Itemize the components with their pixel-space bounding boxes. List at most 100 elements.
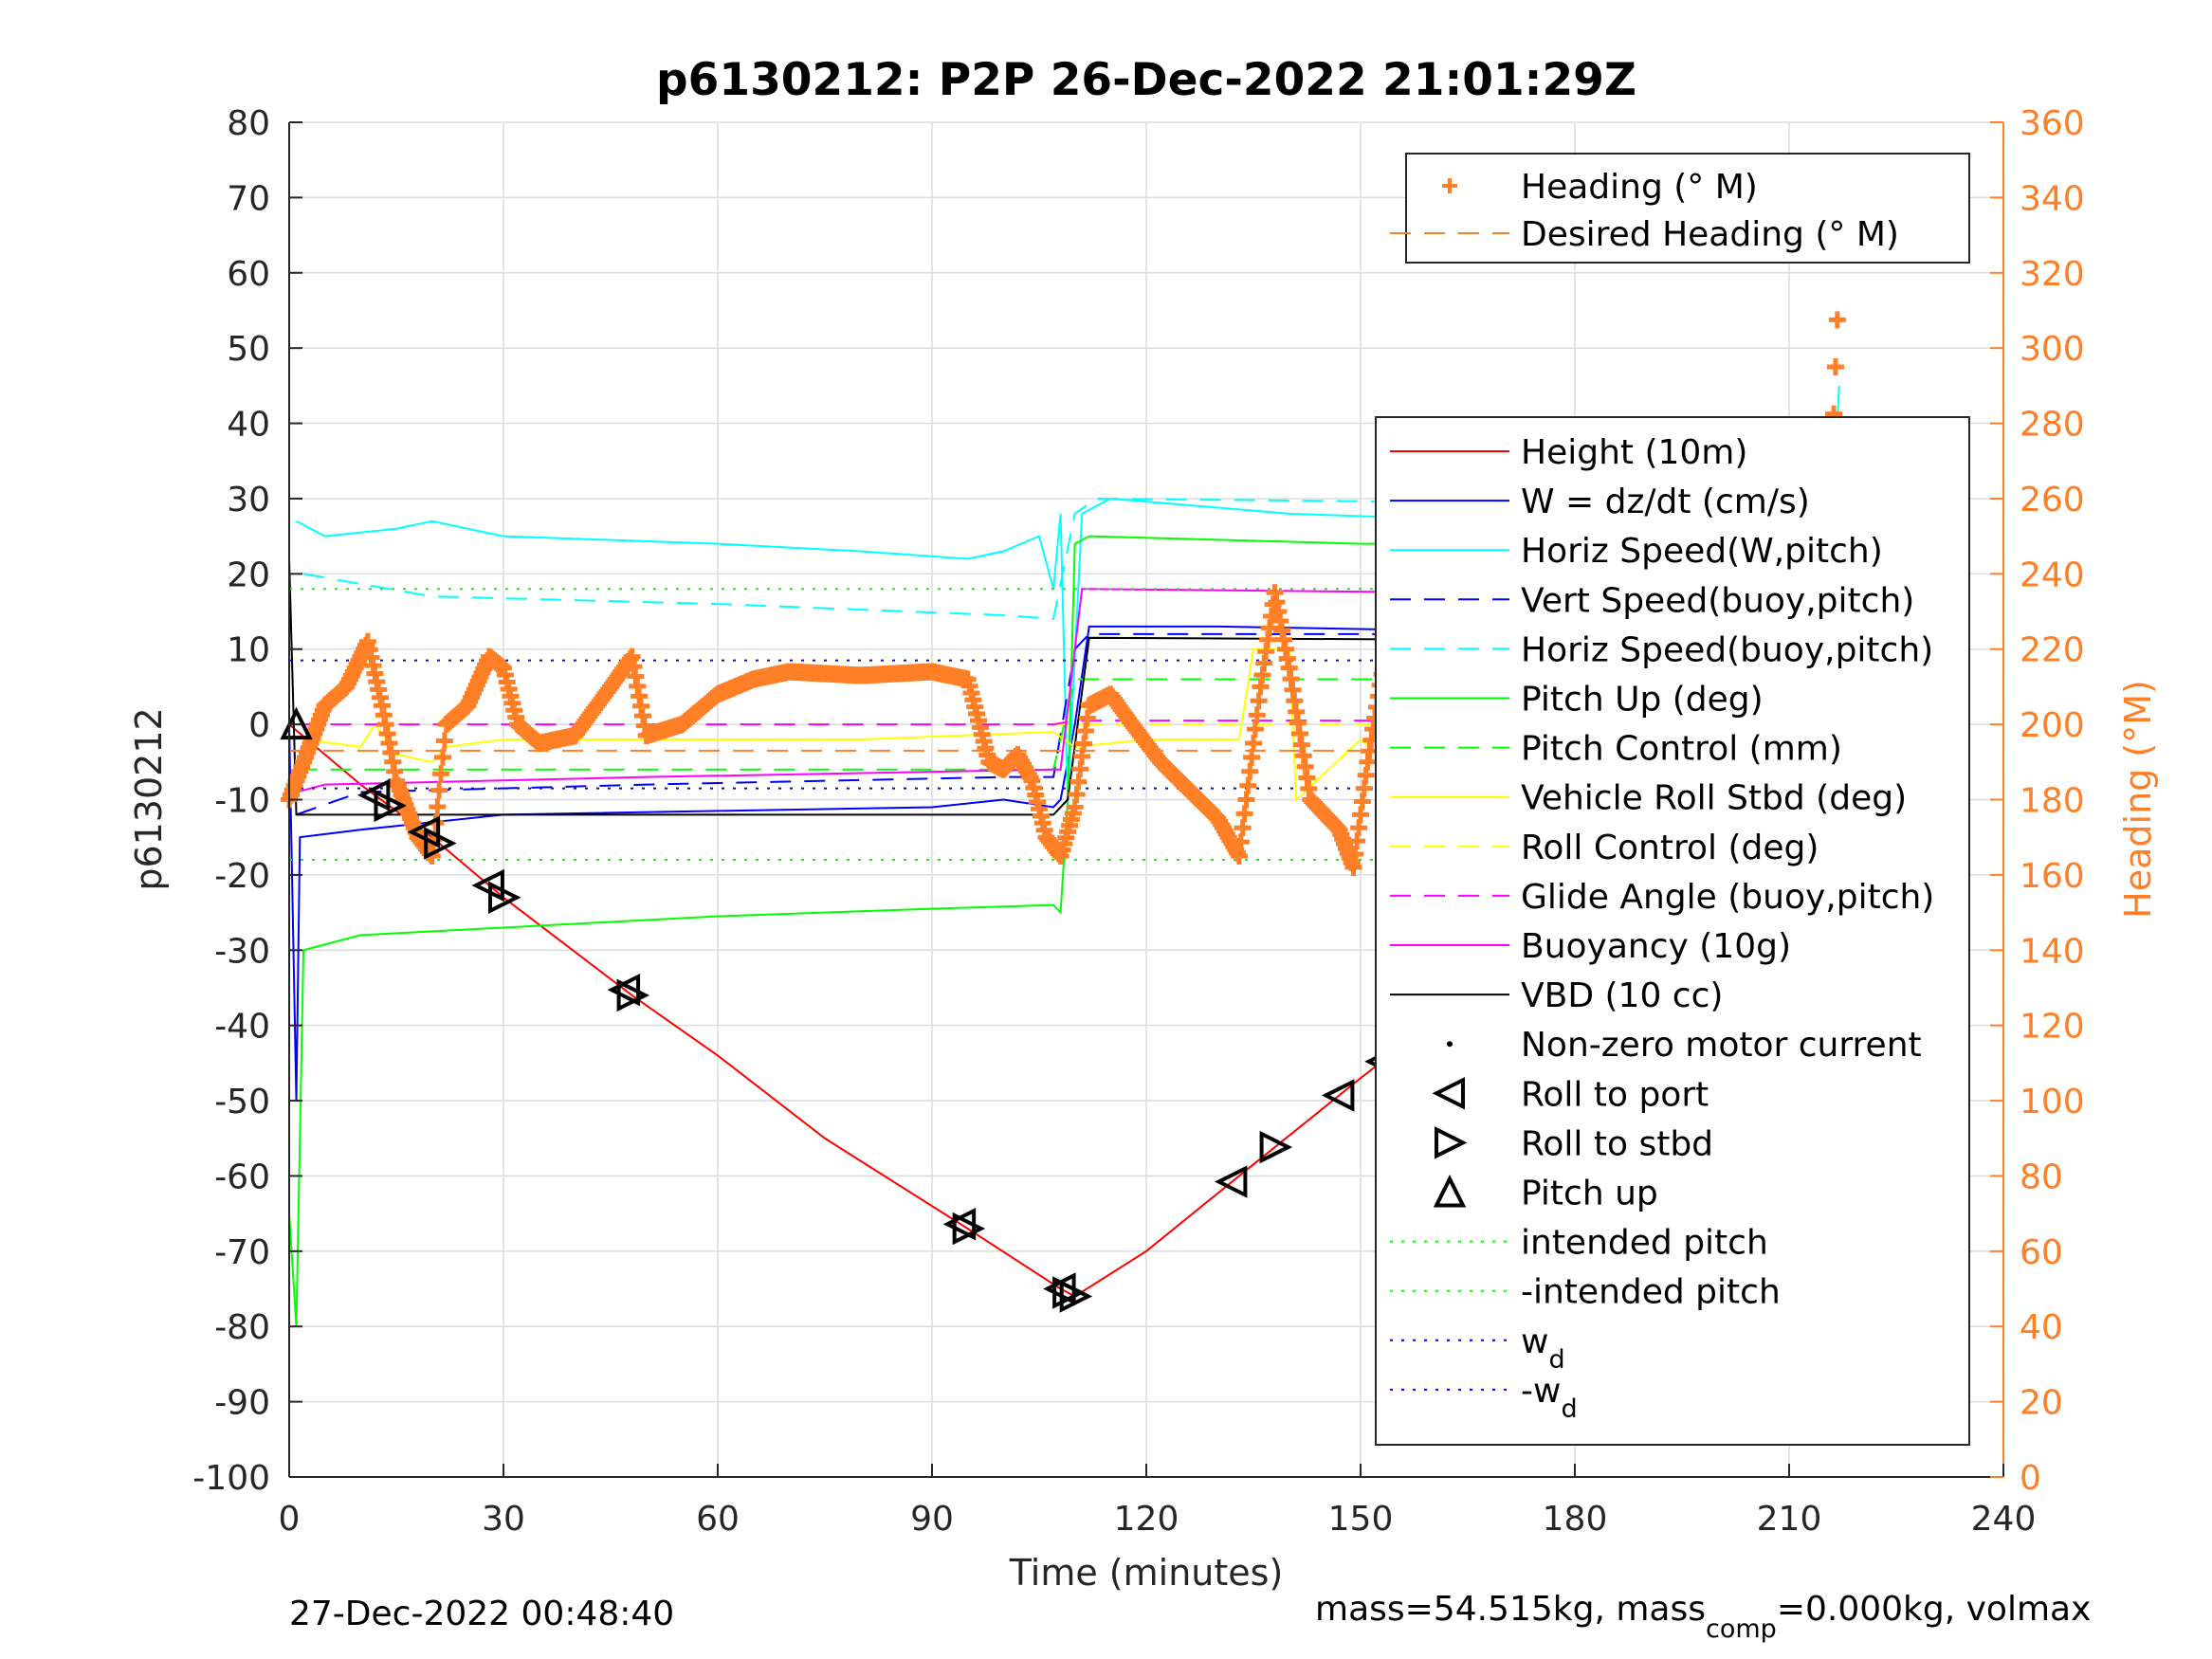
legend-label: Height (10m) [1521,433,1747,472]
y-right-tick-label: 280 [2020,406,2085,445]
y-right-tick-label: 160 [2020,857,2085,896]
legend-label: W = dz/dt (cm/s) [1521,483,1810,521]
x-tick-label: 0 [279,1500,301,1539]
y-tick-label: 0 [248,706,270,745]
legend-label-text: Roll to port [1521,1075,1709,1114]
legend-label-text: -intended pitch [1521,1273,1781,1312]
tick-labels: 0 30 60 90 120 150 180 210 24080706050403020100-… [192,104,2084,1539]
legend-heading-box [1405,153,1970,264]
legend-triangle-icon [1433,1175,1467,1208]
x-tick-label: 120 [1114,1500,1179,1539]
legend-entry: Roll to port [1432,1075,1709,1114]
legend-label-text: Roll to stbd [1521,1124,1713,1163]
roll-to-stbd-marker [952,1212,986,1246]
legend-label: Glide Angle (buoy,pitch) [1521,878,1934,917]
legend-label-text: Buoyancy (10g) [1521,927,1791,966]
legend-entry: Roll to stbd [1435,1124,1713,1163]
legend-label-sub: d [1548,1345,1564,1375]
y-tick-label: -100 [192,1459,270,1498]
x-tick-label: 60 [696,1500,740,1539]
y-right-tick-label: 60 [2020,1233,2063,1272]
x-tick-label: 30 [482,1500,525,1539]
legend-main-box [1375,416,1970,1446]
y-right-tick-label: 20 [2020,1384,2063,1423]
legend-triangle-icon [1435,1126,1468,1159]
heading-point [435,732,453,750]
heading-point [430,781,448,799]
legend-label: -wd [1521,1372,1578,1424]
legend-label-text: Roll Control (deg) [1521,829,1819,867]
legend-label: Roll Control (deg) [1521,829,1819,867]
legend-label: Pitch Control (mm) [1521,730,1842,769]
legend-label: Vert Speed(buoy,pitch) [1521,581,1914,620]
legend-label: Horiz Speed(W,pitch) [1521,532,1883,571]
roll-to-stbd-marker [374,789,407,823]
legend-label: -intended pitch [1521,1273,1781,1312]
y-tick-label: -50 [214,1083,270,1121]
legend-entry: -intended pitch [1390,1273,1781,1312]
y-axis-label: p6130212 [128,707,170,890]
legend-label: Vehicle Roll Stbd (deg) [1521,779,1907,818]
y-right-tick-label: 200 [2020,706,2085,745]
legend-label-text: W = dz/dt (cm/s) [1521,483,1810,521]
legend-label: Roll to port [1521,1075,1709,1114]
legend-label-text: Height (10m) [1521,433,1747,472]
roll-to-port-marker [1321,1079,1355,1112]
y-right-tick-label: 140 [2020,932,2085,971]
legend-label-text: Non-zero motor current [1521,1026,1922,1065]
x-tick-label: 90 [910,1500,954,1539]
legend-dot-icon [1447,1041,1453,1048]
legend-label-text: intended pitch [1521,1224,1768,1263]
legend-entry: Pitch Up (deg) [1390,681,1764,720]
legend-label-text: Pitch Control (mm) [1521,730,1842,769]
legend-entry: wd [1390,1322,1565,1375]
y-right-tick-label: 0 [2020,1459,2041,1498]
roll-to-stbd-marker [488,881,521,914]
y-right-tick-label: 300 [2020,330,2085,369]
legend-entry: Roll Control (deg) [1390,829,1819,867]
y-tick-label: 70 [227,179,270,218]
footer-timestamp: 27-Dec-2022 00:48:40 [289,1595,674,1633]
y-right-tick-label: 340 [2020,179,2085,218]
legend-entry: W = dz/dt (cm/s) [1390,483,1810,521]
y-right-tick-label: 80 [2020,1158,2063,1196]
y-tick-label: -10 [214,782,270,821]
legend-label: intended pitch [1521,1224,1768,1263]
chart-title: p6130212: P2P 26-Dec-2022 21:01:29Z [656,54,1636,106]
legend-entry: Heading (° M) [1442,168,1758,207]
legend-label: Buoyancy (10g) [1521,927,1791,966]
legend-label: Pitch up [1521,1175,1658,1213]
y-tick-label: -80 [214,1308,270,1347]
y-tick-label: -90 [214,1384,270,1423]
footer-mass-rest: =0.000kg, volmax [1777,1590,2092,1629]
y-right-tick-label: 120 [2020,1008,2085,1047]
y-tick-label: -30 [214,932,270,971]
heading-point [1828,311,1846,329]
y-tick-label: 60 [227,255,270,294]
x-axis-label: Time (minutes) [1009,1552,1284,1594]
legend-label-text: Horiz Speed(W,pitch) [1521,532,1883,571]
y-right-tick-label: 360 [2020,104,2085,143]
y-tick-label: -20 [214,857,270,896]
legend-label-text: VBD (10 cc) [1521,976,1723,1015]
roll-to-stbd-marker [1059,1280,1093,1313]
legend-label-text: Horiz Speed(buoy,pitch) [1521,630,1933,669]
heading-point [1826,358,1844,376]
series-horiz-speed-buoy-pitch- [302,497,1839,621]
legend-entry: Glide Angle (buoy,pitch) [1390,878,1934,917]
y-tick-label: -70 [214,1233,270,1272]
legend-heading: Heading (° M) Desired Heading (° M) [1390,153,1970,264]
legend-entry: -wd [1390,1372,1578,1424]
heading-point [433,748,451,766]
legend-label-text: Glide Angle (buoy,pitch) [1521,878,1934,917]
y-tick-label: 10 [227,631,270,670]
legend-plus-icon [1442,178,1457,193]
series-w-dz-dt-cm-s- [288,625,1839,1102]
legend-entry: Pitch up [1433,1175,1658,1213]
legend-entry: Height (10m) [1390,433,1747,472]
series-pitch-up-deg- [288,535,1833,1327]
footer-mass: mass=54.515kg, masscomp=0.000kg, volmax [1315,1590,2091,1644]
y-tick-label: 50 [227,330,270,369]
legend-triangle-icon [1432,1077,1465,1110]
